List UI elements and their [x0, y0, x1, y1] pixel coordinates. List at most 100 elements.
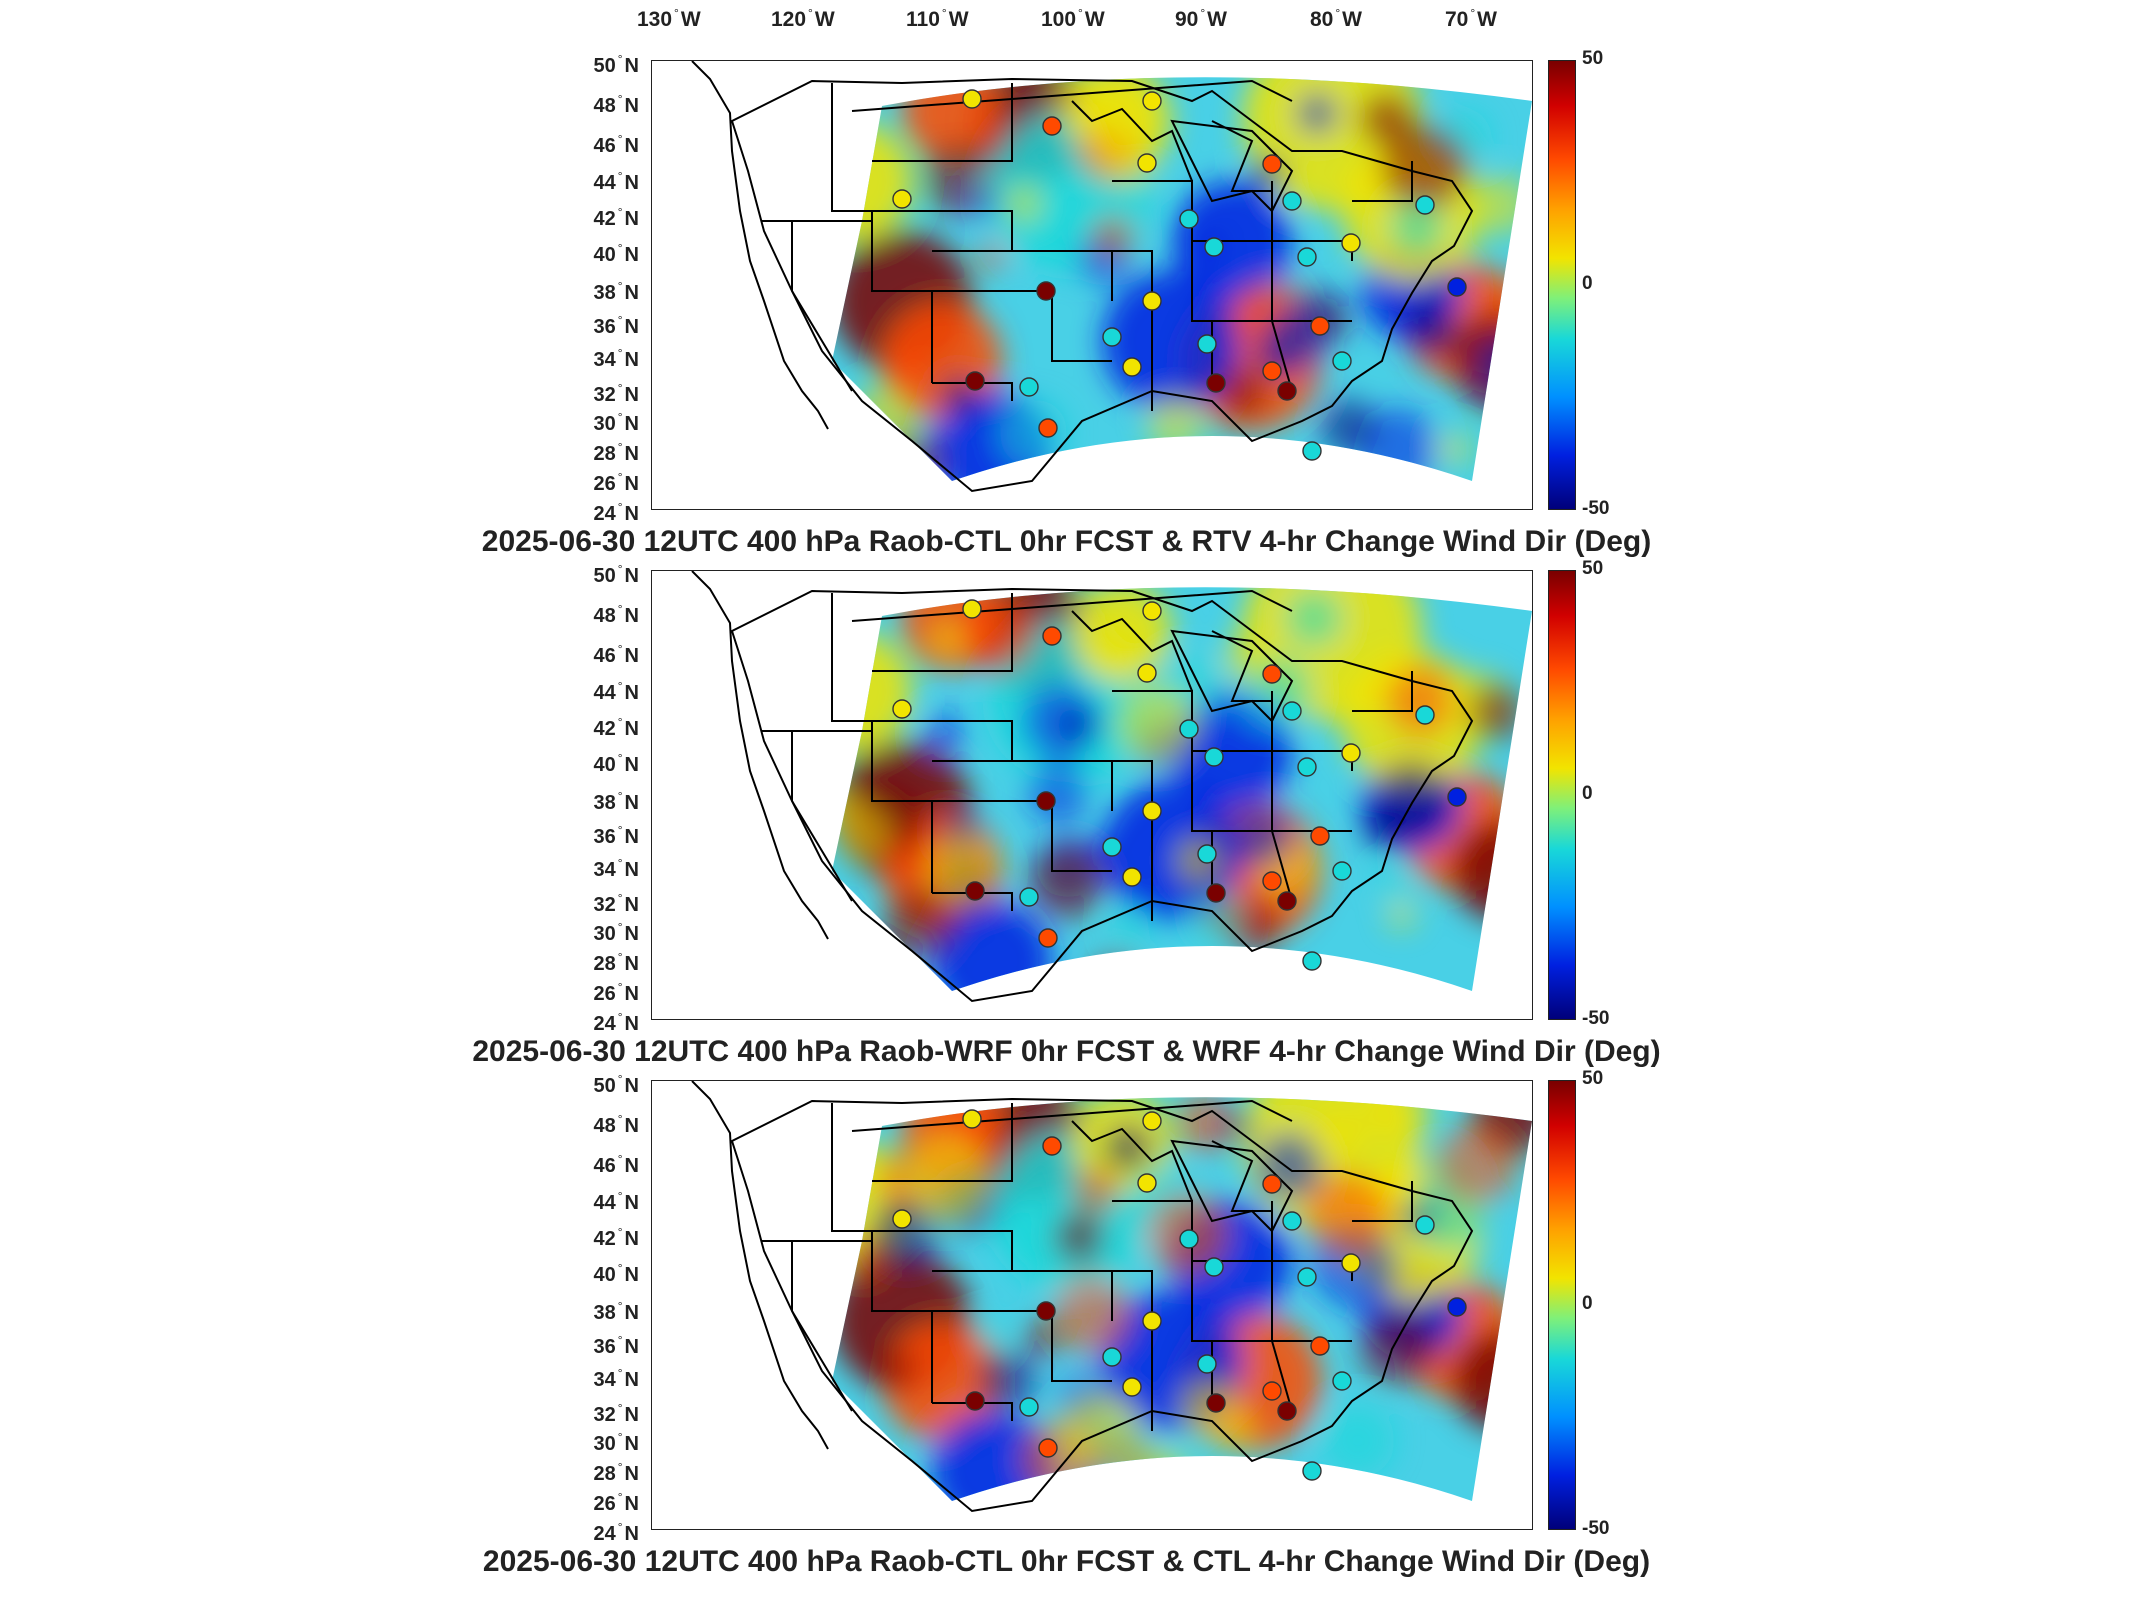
state-border — [791, 731, 853, 902]
raob-station-marker — [1262, 1174, 1282, 1194]
raob-station-marker — [1341, 1253, 1361, 1273]
raob-station-marker — [1179, 719, 1199, 739]
colorbar-tick-label: 0 — [1582, 1293, 1593, 1315]
latitude-hemisphere: N — [624, 1013, 639, 1035]
raob-station-marker — [1122, 867, 1142, 887]
raob-station-marker — [1447, 277, 1467, 297]
raob-station-marker — [1142, 291, 1162, 311]
latitude-label: 40 ° N — [575, 751, 639, 777]
latitude-value: 46 — [593, 1155, 616, 1177]
raob-station-marker — [1102, 1347, 1122, 1367]
great-lakes — [1170, 1139, 1294, 1233]
latitude-hemisphere: N — [624, 1155, 639, 1177]
latitude-value: 44 — [593, 1192, 616, 1214]
raob-station-marker — [1310, 1336, 1330, 1356]
raob-station-marker — [1038, 928, 1058, 948]
latitude-value: 42 — [593, 718, 616, 740]
colorbar-value: 0 — [1582, 1293, 1593, 1314]
raob-station-marker — [965, 881, 985, 901]
map-canvas — [691, 1081, 1532, 1513]
raob-station-marker — [1036, 281, 1056, 301]
latitude-label: 42 ° N — [575, 205, 639, 231]
latitude-label: 50 ° N — [575, 1072, 639, 1098]
west-coastline — [691, 571, 829, 940]
degree-symbol: ° — [617, 279, 623, 293]
latitude-value: 34 — [593, 349, 616, 371]
raob-station-marker — [1142, 91, 1162, 111]
latitude-hemisphere: N — [624, 208, 639, 230]
latitude-label: 26 ° N — [575, 980, 639, 1006]
latitude-hemisphere: N — [624, 859, 639, 881]
state-boundaries — [691, 61, 1474, 493]
colorbar-tick-label: 0 — [1582, 783, 1593, 805]
latitude-label: 44 ° N — [575, 679, 639, 705]
longitude-label: 70 °W — [1445, 6, 1497, 32]
raob-station-marker — [1206, 1393, 1226, 1413]
longitude-hemisphere: W — [1084, 8, 1105, 31]
latitude-hemisphere: N — [624, 413, 639, 435]
raob-station-marker — [1019, 1397, 1039, 1417]
colorbar-value: 0 — [1582, 783, 1593, 804]
raob-station-marker — [1262, 154, 1282, 174]
canada-border — [851, 1099, 1293, 1132]
raob-station-marker — [1042, 116, 1062, 136]
latitude-hemisphere: N — [624, 384, 639, 406]
latitude-label: 42 ° N — [575, 1225, 639, 1251]
degree-symbol: ° — [617, 1072, 623, 1086]
degree-symbol: ° — [617, 1490, 623, 1504]
raob-station-marker — [1415, 1215, 1435, 1235]
raob-station-marker — [1142, 1311, 1162, 1331]
longitude-label: 100 °W — [1041, 6, 1105, 32]
degree-symbol: ° — [617, 1189, 623, 1203]
latitude-hemisphere: N — [624, 1302, 639, 1324]
colorbar-value: -50 — [1582, 1518, 1610, 1539]
degree-symbol: ° — [617, 1225, 623, 1239]
degree-symbol: ° — [617, 751, 623, 765]
longitude-value: 80 — [1310, 8, 1334, 31]
degree-symbol: ° — [617, 1010, 623, 1024]
raob-station-marker — [1042, 1136, 1062, 1156]
degree-symbol: ° — [617, 602, 623, 616]
degree-symbol: ° — [617, 789, 623, 803]
latitude-hemisphere: N — [624, 1463, 639, 1485]
latitude-label: 44 ° N — [575, 1189, 639, 1215]
raob-station-marker — [1019, 377, 1039, 397]
latitude-label: 38 ° N — [575, 279, 639, 305]
raob-station-marker — [1038, 418, 1058, 438]
degree-symbol: ° — [1078, 6, 1083, 20]
latitude-hemisphere: N — [624, 1228, 639, 1250]
latitude-hemisphere: N — [624, 172, 639, 194]
raob-station-marker — [1142, 601, 1162, 621]
degree-symbol: ° — [617, 1401, 623, 1415]
state-border — [1112, 690, 1272, 832]
latitude-hemisphere: N — [624, 1115, 639, 1137]
latitude-hemisphere: N — [624, 1493, 639, 1515]
latitude-label: 48 ° N — [575, 602, 639, 628]
latitude-label: 32 ° N — [575, 1401, 639, 1427]
latitude-value: 38 — [593, 1302, 616, 1324]
latitude-label: 30 ° N — [575, 410, 639, 436]
raob-station-marker — [962, 1109, 982, 1129]
raob-station-marker — [1179, 209, 1199, 229]
latitude-label: 32 ° N — [575, 891, 639, 917]
colorbar — [1548, 60, 1576, 510]
raob-station-marker — [1297, 247, 1317, 267]
state-border — [872, 1103, 1013, 1182]
state-border — [932, 1310, 1112, 1382]
raob-station-marker — [1197, 334, 1217, 354]
latitude-value: 48 — [593, 605, 616, 627]
latitude-hemisphere: N — [624, 1336, 639, 1358]
colorbar-value: -50 — [1582, 1008, 1610, 1029]
raob-station-marker — [1341, 743, 1361, 763]
longitude-value: 90 — [1175, 8, 1199, 31]
latitude-label: 24 ° N — [575, 1520, 639, 1546]
degree-symbol: ° — [617, 241, 623, 255]
degree-symbol: ° — [1200, 6, 1206, 20]
raob-station-marker — [1302, 1461, 1322, 1481]
raob-station-marker — [1282, 191, 1302, 211]
raob-station-marker — [1262, 664, 1282, 684]
latitude-hemisphere: N — [624, 1264, 639, 1286]
latitude-hemisphere: N — [624, 605, 639, 627]
latitude-label: 34 ° N — [575, 346, 639, 372]
latitude-hemisphere: N — [624, 1075, 639, 1097]
